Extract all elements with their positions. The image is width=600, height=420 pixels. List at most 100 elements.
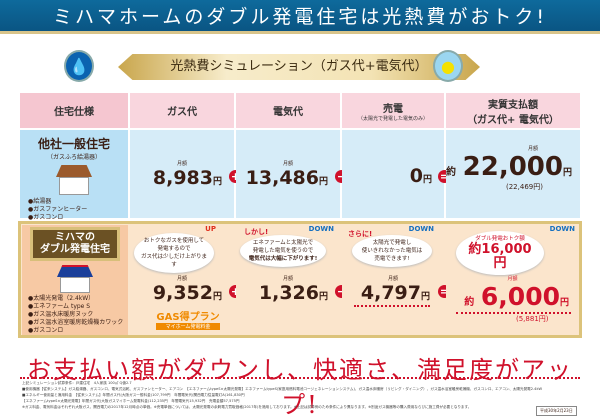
row2-elec: しかし! DOWN エネファームと太陽光で 発電した電気を使うので 電気代は大幅に下…	[236, 225, 340, 335]
sell-amount: 0	[409, 165, 423, 187]
row-subtitle: （ガスふろ給湯器）	[46, 154, 101, 161]
up-tag: UP	[205, 225, 216, 233]
elec-amount: 13,486	[245, 167, 319, 189]
gas-bubble: おトクなガスを使用して 発電するのでガス代は少しだけ上がります	[134, 233, 214, 273]
gas-amount: 8,983	[152, 167, 213, 189]
bubble-line: 売電できます!	[374, 256, 410, 262]
yen-unit: 円	[318, 177, 328, 187]
monthly-label: 月額	[387, 276, 398, 282]
header-note: （ガス代+ 電気代）	[467, 114, 559, 126]
gas-amount: 9,352	[152, 282, 213, 304]
header-note: （太陽光で発電した電気のみ）	[357, 115, 428, 122]
lead-text: さらに!	[348, 230, 373, 238]
down-tag: DOWN	[308, 225, 334, 233]
wave-underline	[354, 304, 430, 307]
header-label: 住宅仕様	[54, 107, 94, 118]
approx-label: 約	[464, 297, 475, 308]
note-line: 上記シミュレーション試算条件：戸建住宅 4人家族 100㎡ Q値2.7	[22, 381, 132, 385]
feature-item: ●ガス温水床暖房ヌック	[28, 311, 94, 318]
yen-unit: 円	[212, 177, 222, 187]
plan-sub-text: マイホーム発電料金	[156, 323, 220, 330]
monthly-label: 月額	[176, 276, 187, 282]
plan-logo-text: GAS得プラン	[156, 312, 220, 323]
footnotes: 上記シミュレーション試算条件：戸建住宅 4人家族 100㎡ Q値2.7 ■使用機…	[22, 380, 582, 410]
row2-gas: UP おトクなガスを使用して 発電するのでガス代は少しだけ上がります 月額 9,3…	[130, 225, 234, 335]
total-amount: 22,000	[462, 152, 563, 182]
light-bulb-icon: ●	[433, 50, 463, 82]
approx-label: 約	[446, 167, 457, 178]
feature-item: ●給湯器	[28, 198, 52, 205]
note-line: 【エネファームtypeS×太陽光発電】年間ガス代(大阪ガスマイホーム発電料金)1…	[22, 399, 240, 403]
header-label: 売電	[383, 103, 403, 115]
yen-unit: 円	[420, 292, 430, 302]
elec-bubble: エネファームと太陽光で 発電した電気を使うので 電気代は大幅に下がります!	[240, 235, 326, 267]
yen-unit: 円	[559, 298, 569, 308]
feature-item: ●ガスコンロ	[28, 327, 64, 334]
feature-item: ●ガスファンヒーター	[28, 206, 88, 213]
gas-plan-logo: GAS得プラン マイホーム発電料金	[156, 308, 220, 330]
elec-amount: 1,326	[258, 282, 319, 304]
down-tag: DOWN	[549, 225, 575, 233]
date-stamp: 平成30年2月23日	[536, 406, 577, 416]
down-tag: DOWN	[408, 225, 434, 233]
house-icon	[56, 165, 92, 195]
section-title: 光熱費シミュレーション（ガス代+電気代）	[118, 54, 480, 80]
feature-item: ●エネファーム type S	[28, 303, 91, 310]
header-sell: 売電 （太陽光で発電した電気のみ）	[342, 93, 444, 128]
monthly-label: 月額	[507, 276, 518, 282]
bubble-line: ガス代は少しだけ上がります	[140, 254, 207, 268]
header-gas: ガス代	[130, 93, 234, 128]
yen-unit: 円	[318, 292, 328, 302]
wave-divider	[20, 377, 580, 379]
bubble-line: 使いきれなかった電気は	[361, 248, 423, 254]
header-label: ガス代	[167, 107, 197, 118]
bubble-line: 太陽光で発電し	[372, 240, 412, 246]
row1-gas: 月額 8,983円	[130, 130, 234, 218]
header-total: 実質支払額 （ガス代+ 電気代）	[446, 93, 580, 128]
yen-unit: 円	[562, 168, 572, 178]
lead-text: しかし!	[244, 228, 269, 236]
feature-item: ●ガス温水浴室暖房乾燥機カワック	[28, 319, 124, 326]
savings-label: ダブル発電おトク額	[475, 236, 525, 242]
row-title: ダブル発電住宅	[40, 244, 110, 255]
row2-spec: ミハマの ダブル発電住宅 ●太陽光発電（2.4kW） ●エネファーム type S ●…	[22, 225, 128, 335]
note-line: ■エネルギー使用量と適用料金 【従来システム】年間ガス代(大阪ガス一般料金)10…	[22, 393, 245, 397]
note-line: ■使用機器【従来システム】ガス給湯器、ガスコンロ、電気式浴乾、ガスファンヒーター…	[22, 387, 543, 391]
monthly-label: 月額	[176, 161, 187, 167]
sell-amount: 4,797	[360, 282, 421, 304]
note-line: ※ガス料金、電気料金はそれぞれ大阪ガス、関西電力の2017年12月時点の単価。※…	[22, 405, 472, 409]
savings-bubble: ダブル発電おトク額 約16,000円	[456, 231, 544, 275]
feature-item: ●太陽光発電（2.4kW）	[28, 295, 95, 302]
total-exact: (5,881円)	[516, 315, 549, 323]
row1-elec: 月額 13,486円	[236, 130, 340, 218]
sell-bubble: 太陽光で発電し使いきれなかった電気は 売電できます!	[352, 235, 432, 267]
yen-unit: 円	[422, 175, 432, 185]
savings-amount: 約16,000円	[468, 242, 532, 271]
feature-item: ●ガスコンロ	[28, 214, 64, 221]
row1-sell: 0円	[342, 130, 444, 218]
row2-total: DOWN ダブル発電おトク額 約16,000円 月額 約 6,000円 (5,88…	[446, 225, 579, 335]
bubble-line: おトクなガスを使用して	[143, 238, 205, 244]
footer-slogan: お支払い額がダウンし、快適さ、満足度がアップ!	[27, 356, 573, 419]
solar-house-icon	[57, 265, 93, 293]
bubble-line: 発電した電気を使うので	[252, 248, 314, 254]
row-title: ミハマの	[55, 232, 95, 243]
header-label: 電気代	[273, 107, 303, 118]
wave-underline	[456, 311, 571, 314]
bubble-line: エネファームと太陽光で	[252, 240, 314, 246]
water-drop-icon: 💧	[64, 50, 94, 82]
row2-sell: さらに! DOWN 太陽光で発電し使いきれなかった電気は 売電できます! 月額 4…	[342, 225, 444, 335]
bubble-line: 発電するので	[157, 246, 191, 252]
total-amount: 6,000	[480, 282, 560, 311]
monthly-label: 月額	[282, 161, 293, 167]
row1-spec: 他社一般住宅 （ガスふろ給湯器） ●給湯器 ●ガスファンヒーター ●ガスコンロ	[20, 130, 128, 221]
row-title: 他社一般住宅	[37, 137, 110, 151]
header-elec: 電気代	[236, 93, 340, 128]
yen-unit: 円	[212, 292, 222, 302]
row1-total: 月額 約 22,000円 (22,469円)	[446, 130, 580, 218]
monthly-label: 月額	[527, 146, 538, 152]
bubble-line: 電気代は大幅に下がります!	[248, 256, 318, 262]
page-banner: ミハマホームのダブル発電住宅は光熱費がおトク!	[0, 0, 600, 34]
header-spec: 住宅仕様	[20, 93, 128, 128]
header-label: 実質支払額	[488, 99, 538, 111]
